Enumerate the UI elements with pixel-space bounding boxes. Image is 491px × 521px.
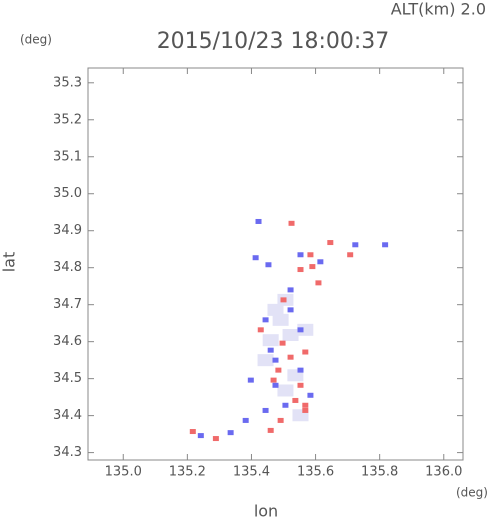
data-cell xyxy=(307,392,314,398)
data-cell xyxy=(347,252,354,258)
data-cell xyxy=(297,323,314,336)
x-tick-label: 135.8 xyxy=(361,465,398,480)
data-cell xyxy=(315,280,322,286)
y-tick-label: 34.5 xyxy=(53,371,82,386)
data-cell xyxy=(287,307,294,313)
data-cell xyxy=(297,367,304,373)
plot-frame xyxy=(87,67,464,461)
data-cell xyxy=(267,347,274,353)
y-unit: (deg) xyxy=(20,33,52,47)
y-tick-label: 34.7 xyxy=(53,297,82,312)
data-cell xyxy=(272,382,279,388)
data-cell xyxy=(309,264,316,270)
chart-subtitle: ALT(km) 2.0 xyxy=(391,0,486,19)
data-cell xyxy=(297,252,304,258)
data-cell xyxy=(302,407,309,413)
x-tick-label: 135.0 xyxy=(105,465,142,480)
data-cell xyxy=(279,340,286,346)
data-cell xyxy=(267,427,274,433)
data-cell xyxy=(287,354,294,360)
x-tick-label: 135.6 xyxy=(297,465,334,480)
data-cell xyxy=(317,259,324,265)
data-cell xyxy=(252,255,259,261)
data-cell xyxy=(267,303,284,316)
data-cell xyxy=(257,327,264,333)
x-tick-label: 135.2 xyxy=(169,465,206,480)
data-cell xyxy=(280,297,287,303)
data-cell xyxy=(227,430,234,436)
data-cell xyxy=(297,327,304,333)
data-cell xyxy=(282,402,289,408)
y-tick-label: 34.9 xyxy=(53,223,82,238)
data-cell xyxy=(272,313,289,326)
y-tick-label: 35.0 xyxy=(53,186,82,201)
data-cell xyxy=(302,402,309,408)
y-tick-label: 34.3 xyxy=(53,445,82,460)
data-cell xyxy=(277,384,294,397)
chart-title: 2015/10/23 18:00:37 xyxy=(157,29,390,54)
data-cell xyxy=(247,377,254,383)
data-cell xyxy=(277,417,284,423)
y-tick-label: 34.6 xyxy=(53,334,82,349)
data-cell xyxy=(257,354,274,367)
x-axis-label: lon xyxy=(254,502,278,521)
data-cell xyxy=(287,287,294,293)
data-cell xyxy=(292,397,299,403)
y-tick-label: 34.4 xyxy=(53,408,82,423)
data-cell xyxy=(297,267,304,273)
data-cell xyxy=(242,417,249,423)
y-tick-label: 34.8 xyxy=(53,260,82,275)
data-cell xyxy=(297,382,304,388)
data-cell xyxy=(327,240,334,246)
data-cell xyxy=(262,317,269,323)
y-tick-label: 35.3 xyxy=(53,75,82,90)
y-tick-label: 35.1 xyxy=(53,149,82,164)
data-cell xyxy=(288,220,295,226)
data-cell xyxy=(270,377,277,383)
y-tick-label: 35.2 xyxy=(53,112,82,127)
x-tick-label: 136.0 xyxy=(425,465,462,480)
data-cell xyxy=(189,429,196,435)
data-cell xyxy=(272,357,279,363)
x-unit: (deg) xyxy=(456,486,488,500)
data-cell xyxy=(275,367,282,373)
data-cell xyxy=(265,262,272,268)
data-cell xyxy=(307,252,314,258)
data-cell xyxy=(255,218,262,224)
data-cell xyxy=(352,242,359,248)
data-cell xyxy=(282,329,299,342)
data-cell xyxy=(262,334,279,347)
data-cell xyxy=(262,407,269,413)
data-cell xyxy=(212,436,219,442)
x-tick-label: 135.4 xyxy=(233,465,270,480)
y-axis-label: lat xyxy=(0,252,19,273)
data-cell xyxy=(302,349,309,355)
data-cell xyxy=(382,242,389,248)
data-cell xyxy=(197,433,204,439)
